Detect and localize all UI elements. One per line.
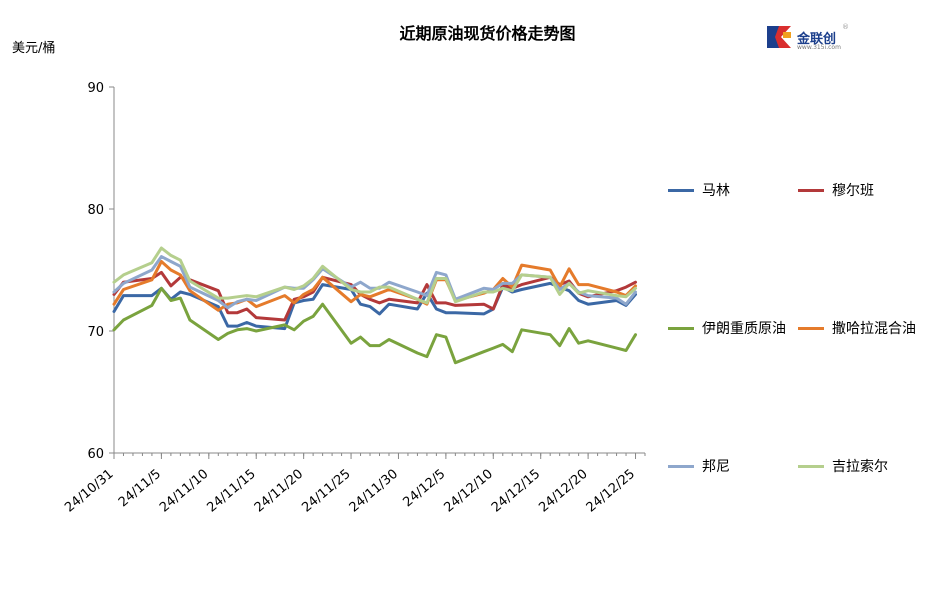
y-tick-label: 90 — [87, 81, 104, 96]
x-tick-label: 24/11/30 — [347, 467, 401, 516]
legend-swatch — [668, 188, 694, 192]
legend-swatch — [668, 326, 694, 330]
legend-item: 马林 — [668, 180, 730, 200]
legend-item: 邦尼 — [668, 456, 730, 476]
legend-swatch — [798, 188, 824, 192]
x-tick-label: 24/10/31 — [62, 467, 116, 516]
x-tick-label: 24/11/15 — [204, 467, 258, 516]
legend-label: 邦尼 — [702, 459, 730, 475]
legend-swatch — [668, 464, 694, 468]
chart-title: 近期原油现货价格走势图 — [399, 24, 576, 43]
x-tick-label: 24/12/15 — [489, 467, 543, 516]
legend-swatch — [798, 464, 824, 468]
legend-swatch — [798, 326, 824, 330]
legend-label: 穆尔班 — [832, 183, 874, 199]
y-axis-unit-label: 美元/桶 — [12, 41, 56, 56]
x-tick-label: 24/11/20 — [252, 467, 306, 516]
legend-item: 伊朗重质原油 — [668, 318, 786, 338]
logo-registered-mark: ® — [842, 23, 849, 31]
brand-logo: 金联创 www.315i.com ® — [765, 22, 855, 56]
series-line — [112, 286, 637, 365]
x-tick-label: 24/12/25 — [584, 467, 638, 516]
legend-item: 穆尔班 — [798, 180, 874, 200]
legend-label: 马林 — [702, 183, 730, 199]
x-tick-label: 24/12/20 — [536, 467, 590, 516]
y-tick-label: 80 — [87, 203, 104, 218]
logo-name: 金联创 — [797, 32, 837, 47]
legend-label: 伊朗重质原油 — [702, 321, 786, 337]
x-tick-label: 24/12/10 — [441, 467, 495, 516]
legend-label: 撒哈拉混合油 — [832, 321, 916, 337]
logo-mark-icon — [767, 26, 791, 48]
legend-label: 吉拉索尔 — [832, 459, 888, 475]
legend-item: 吉拉索尔 — [798, 456, 888, 476]
y-tick-label: 70 — [87, 325, 104, 340]
series-line — [112, 260, 637, 312]
legend-item: 撒哈拉混合油 — [798, 318, 916, 338]
y-tick-label: 60 — [87, 447, 104, 462]
logo-url: www.315i.com — [797, 44, 841, 51]
series-line — [112, 246, 637, 305]
x-tick-label: 24/11/10 — [157, 467, 211, 516]
x-tick-label: 24/11/25 — [299, 467, 353, 516]
